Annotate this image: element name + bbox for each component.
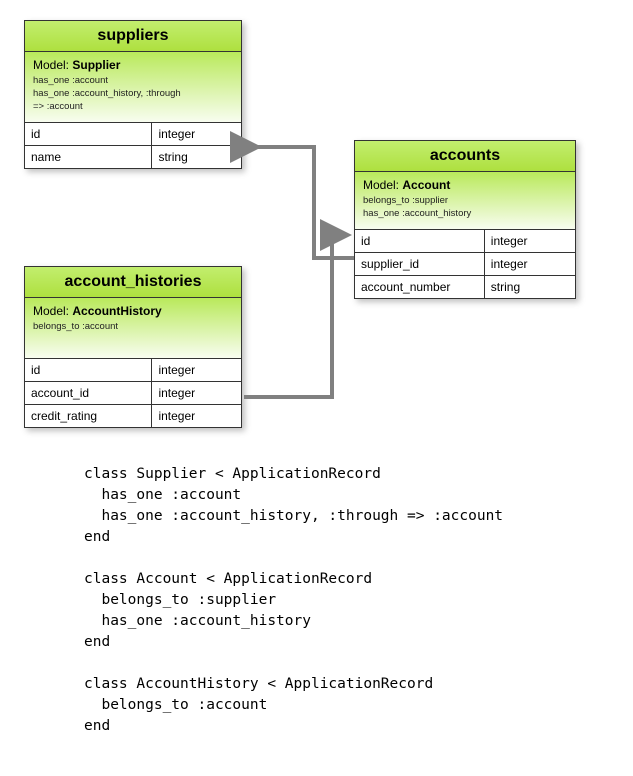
column-type: integer	[152, 382, 241, 404]
entity-accounts-columns: idinteger supplier_idinteger account_num…	[355, 229, 575, 298]
entity-suppliers: suppliers Model: Supplier has_one :accou…	[24, 20, 242, 169]
assoc-line: has_one :account_history	[363, 208, 567, 221]
column-type: integer	[485, 230, 575, 252]
column-row: supplier_idinteger	[355, 253, 575, 276]
column-type: integer	[152, 123, 241, 145]
assoc-line: has_one :account_history, :through	[33, 88, 233, 101]
model-label: Model:	[363, 178, 402, 192]
assoc-line: belongs_to :account	[33, 321, 233, 334]
entity-suppliers-meta: Model: Supplier has_one :account has_one…	[25, 52, 241, 122]
assoc-line: belongs_to :supplier	[363, 195, 567, 208]
model-label: Model:	[33, 304, 72, 318]
column-name: supplier_id	[355, 253, 485, 275]
entity-accounts: accounts Model: Account belongs_to :supp…	[354, 140, 576, 299]
column-name: account_number	[355, 276, 485, 298]
column-row: credit_ratinginteger	[25, 405, 241, 427]
column-row: account_numberstring	[355, 276, 575, 298]
column-type: string	[485, 276, 575, 298]
column-row: idinteger	[355, 230, 575, 253]
edge-histories-to-accounts	[244, 235, 344, 397]
entity-suppliers-title: suppliers	[25, 21, 241, 52]
column-type: string	[152, 146, 241, 168]
entity-accounts-title: accounts	[355, 141, 575, 172]
entity-accounts-meta: Model: Account belongs_to :supplier has_…	[355, 172, 575, 229]
edge-accounts-to-suppliers	[254, 147, 354, 258]
column-row: idinteger	[25, 359, 241, 382]
column-name: id	[25, 359, 152, 381]
entity-account-histories-title: account_histories	[25, 267, 241, 298]
column-name: credit_rating	[25, 405, 152, 427]
model-label: Model:	[33, 58, 72, 72]
column-name: account_id	[25, 382, 152, 404]
column-type: integer	[485, 253, 575, 275]
column-row: account_idinteger	[25, 382, 241, 405]
entity-account-histories-meta: Model: AccountHistory belongs_to :accoun…	[25, 298, 241, 358]
column-name: name	[25, 146, 152, 168]
column-row: idinteger	[25, 123, 241, 146]
code-block: class Supplier < ApplicationRecord has_o…	[84, 464, 503, 737]
model-name: Account	[402, 178, 450, 192]
column-name: id	[25, 123, 152, 145]
assoc-line: => :account	[33, 101, 233, 114]
column-row: namestring	[25, 146, 241, 168]
model-name: AccountHistory	[72, 304, 161, 318]
model-name: Supplier	[72, 58, 120, 72]
assoc-line: has_one :account	[33, 75, 233, 88]
entity-account-histories: account_histories Model: AccountHistory …	[24, 266, 242, 428]
column-name: id	[355, 230, 485, 252]
column-type: integer	[152, 405, 241, 427]
entity-account-histories-columns: idinteger account_idinteger credit_ratin…	[25, 358, 241, 427]
column-type: integer	[152, 359, 241, 381]
entity-suppliers-columns: idinteger namestring	[25, 122, 241, 168]
